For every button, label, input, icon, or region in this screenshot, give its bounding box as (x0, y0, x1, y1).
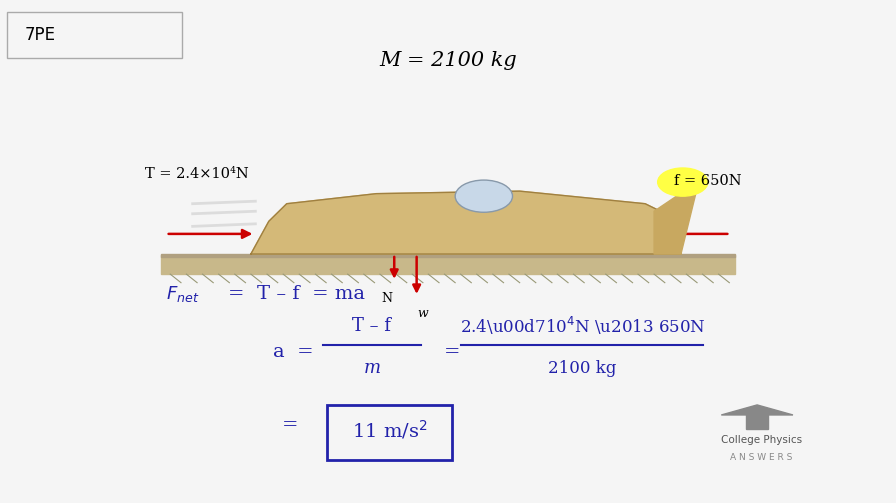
Polygon shape (721, 405, 793, 415)
Text: 11 m/s$^2$: 11 m/s$^2$ (352, 418, 427, 442)
Text: College Physics: College Physics (721, 435, 802, 445)
Polygon shape (251, 191, 681, 254)
Text: A N S W E R S: A N S W E R S (730, 453, 793, 462)
Text: 2100 kg: 2100 kg (548, 360, 616, 377)
Circle shape (455, 180, 513, 212)
FancyBboxPatch shape (7, 12, 182, 58)
FancyBboxPatch shape (327, 405, 452, 460)
Text: =  T – f  = ma: = T – f = ma (228, 285, 366, 303)
Text: N: N (382, 292, 392, 305)
Text: T – f: T – f (352, 317, 392, 335)
Text: =: = (444, 343, 460, 361)
Polygon shape (654, 181, 699, 254)
Text: 2.4\u00d710$^4$N \u2013 650N: 2.4\u00d710$^4$N \u2013 650N (460, 315, 705, 337)
Bar (161, 254, 735, 257)
Text: f = 650N: f = 650N (674, 174, 742, 188)
Text: =: = (282, 416, 298, 434)
Text: w: w (418, 307, 428, 320)
Bar (746, 414, 768, 429)
Text: 7PE: 7PE (25, 26, 56, 44)
Text: $F_{net}$: $F_{net}$ (166, 284, 199, 304)
Circle shape (658, 168, 708, 196)
Text: T = 2.4×10⁴N: T = 2.4×10⁴N (145, 166, 249, 181)
Text: m: m (363, 359, 381, 377)
Text: M = 2100 kg: M = 2100 kg (379, 51, 517, 70)
Bar (161, 255, 735, 274)
Text: a  =: a = (273, 343, 314, 361)
